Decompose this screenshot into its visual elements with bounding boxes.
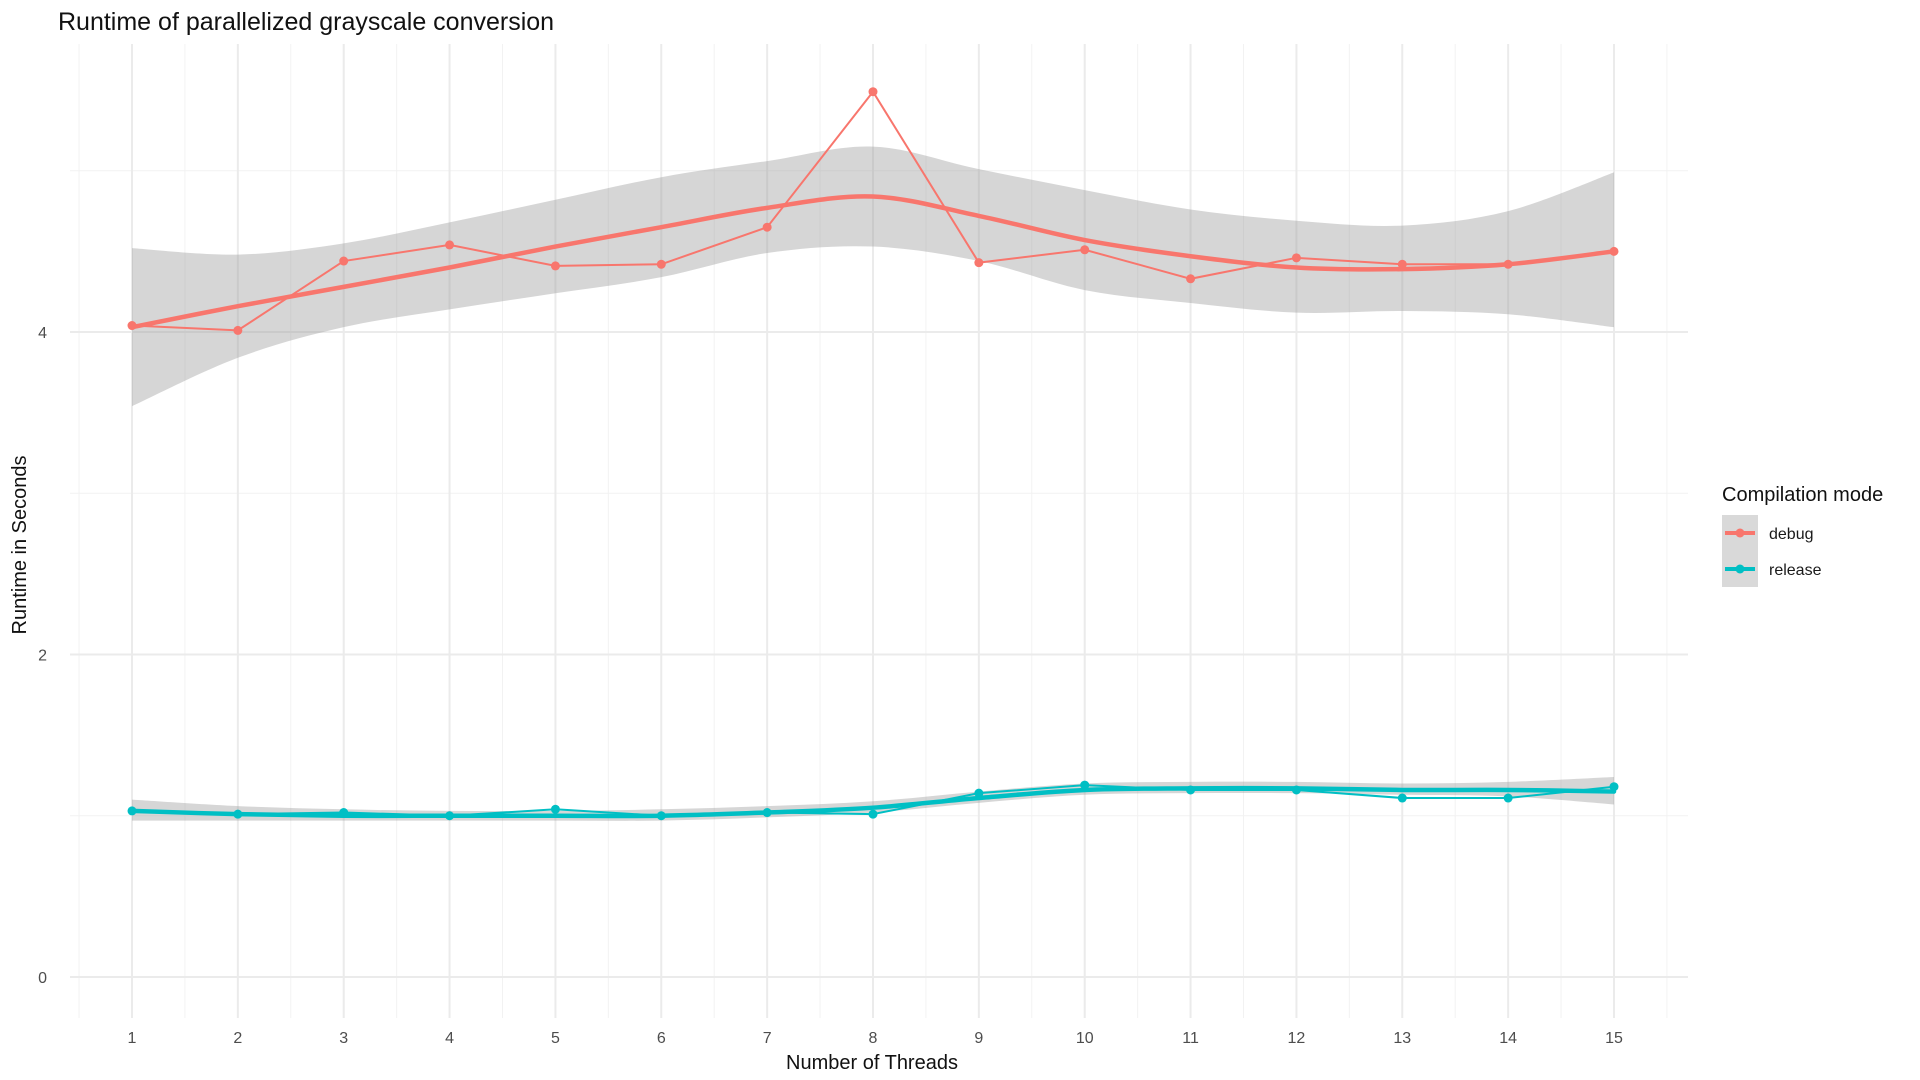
x-tick-label: 4 (445, 1030, 454, 1047)
grid (70, 44, 1688, 1018)
x-tick-label: 13 (1393, 1030, 1411, 1047)
debug-point (550, 261, 560, 271)
x-tick-label: 15 (1605, 1030, 1623, 1047)
debug-point (1186, 274, 1196, 284)
release-smooth-line (129, 785, 1617, 819)
x-tick-label: 1 (128, 1030, 137, 1047)
debug-point (1503, 259, 1513, 269)
x-tick-label: 9 (974, 1030, 983, 1047)
y-tick-label: 4 (38, 325, 47, 342)
legend-key-point (1735, 564, 1745, 574)
debug-point (656, 259, 666, 269)
debug-point (868, 87, 878, 97)
release-point (1397, 793, 1407, 803)
debug-confidence-band (132, 146, 1614, 407)
release-point (1080, 780, 1090, 790)
x-tick-label: 8 (869, 1030, 878, 1047)
release-point (445, 811, 455, 821)
release-point (1609, 782, 1619, 792)
release-point (339, 808, 349, 818)
series-points (127, 87, 1619, 821)
debug-smooth-line (129, 194, 1617, 330)
release-point (974, 788, 984, 798)
debug-point (233, 325, 243, 335)
debug-point (762, 222, 772, 232)
y-tick-label: 2 (38, 648, 47, 665)
debug-point (974, 258, 984, 268)
debug-point (339, 256, 349, 266)
legend: Compilation mode debug release (1722, 484, 1883, 587)
debug-point (1291, 253, 1301, 263)
x-tick-label: 12 (1288, 1030, 1306, 1047)
x-tick-label: 11 (1182, 1030, 1199, 1047)
release-point (656, 811, 666, 821)
release-point (762, 808, 772, 818)
legend-label-debug: debug (1769, 526, 1814, 543)
release-point (868, 809, 878, 819)
x-tick-label: 7 (763, 1030, 772, 1047)
legend-key-point (1735, 528, 1745, 538)
legend-label-release: release (1769, 562, 1822, 579)
release-point (1503, 793, 1513, 803)
x-tick-label: 6 (657, 1030, 666, 1047)
y-axis-title: Runtime in Seconds (9, 456, 31, 635)
release-point (233, 809, 243, 819)
x-tick-label: 2 (233, 1030, 242, 1047)
debug-point (127, 321, 137, 331)
x-axis-ticks: 1 2 3 4 5 6 7 8 9 10 11 12 13 14 15 (128, 1030, 1623, 1047)
x-tick-label: 10 (1076, 1030, 1094, 1047)
x-tick-label: 14 (1499, 1030, 1517, 1047)
y-tick-label: 0 (38, 970, 47, 987)
debug-point (1080, 245, 1090, 255)
release-point (1186, 785, 1196, 795)
legend-title: Compilation mode (1722, 484, 1883, 506)
release-point (127, 806, 137, 816)
x-tick-label: 5 (551, 1030, 560, 1047)
chart-title: Runtime of parallelized grayscale conver… (58, 8, 554, 36)
plot-panel (70, 44, 1688, 1018)
release-point (550, 804, 560, 814)
debug-point (1397, 259, 1407, 269)
y-axis-ticks: 0 2 4 (38, 325, 47, 987)
release-point (1291, 785, 1301, 795)
x-tick-label: 3 (339, 1030, 348, 1047)
debug-point (445, 240, 455, 250)
debug-point (1609, 246, 1619, 256)
x-axis-title: Number of Threads (786, 1052, 958, 1074)
